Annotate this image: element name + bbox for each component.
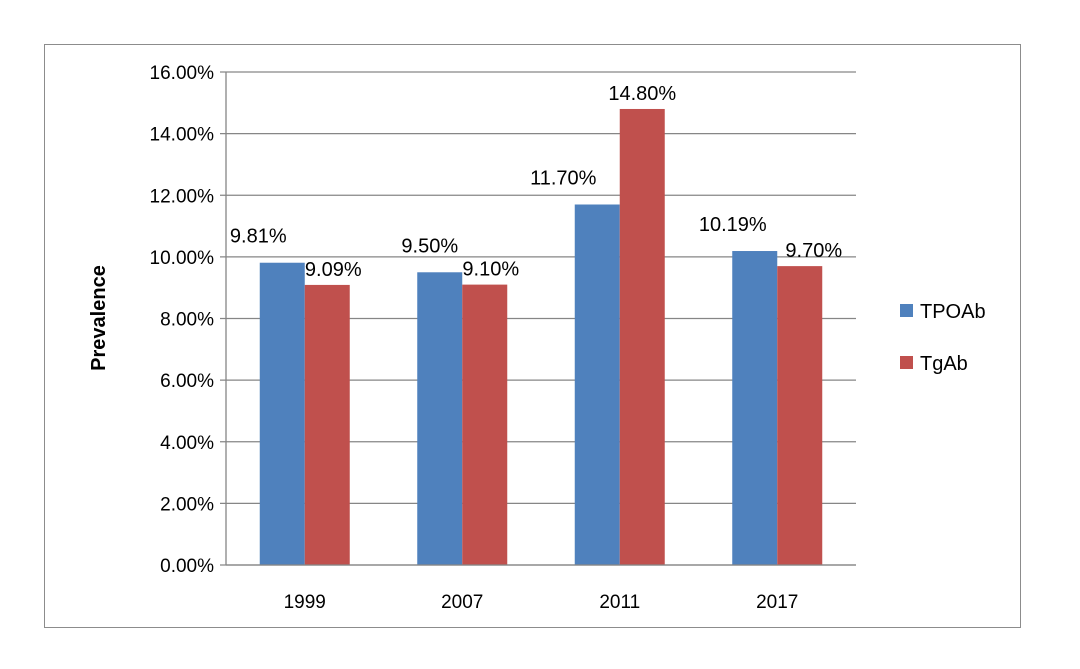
legend-swatch-tgab xyxy=(900,356,913,369)
tgab-bar-1999 xyxy=(304,284,350,565)
x-tick-label: 2007 xyxy=(441,592,483,613)
data-label: 9.09% xyxy=(305,259,362,281)
data-label: 14.80% xyxy=(608,83,676,105)
tpoab-bar-2011 xyxy=(574,204,620,565)
data-labels: 9.81% 9.09% 9.50%9.10% 11.70% 14.80% 10.19% 9.… xyxy=(230,83,842,281)
y-tick-label: 16.00% xyxy=(150,63,215,84)
legend-swatch-tpoab xyxy=(900,304,913,317)
chart-frame xyxy=(44,44,1021,628)
y-tick-label: 2.00% xyxy=(160,494,214,515)
bars xyxy=(259,108,823,565)
y-axis-title: Prevalence xyxy=(88,265,110,371)
x-axis-tick-labels: 1999 2007 2011 2017 xyxy=(284,592,799,613)
data-label: 9.50% xyxy=(401,235,458,257)
y-tick-label: 8.00% xyxy=(160,310,214,331)
y-tick-label: 0.00% xyxy=(160,556,214,577)
x-tick-label: 1999 xyxy=(284,592,326,613)
data-label: 9.10% xyxy=(462,259,519,281)
x-tick-label: 2011 xyxy=(599,592,640,613)
y-tick-label: 4.00% xyxy=(160,433,214,454)
data-label: 11.70% xyxy=(530,167,597,189)
tgab-bar-2017 xyxy=(777,266,823,565)
tpoab-bar-2017 xyxy=(732,251,778,565)
legend-label: TgAb xyxy=(920,353,968,375)
tgab-bar-2011 xyxy=(619,108,665,565)
y-axis-tick-labels: 0.00% 2.00% 4.00% 6.00% 8.00% 10.00% 12.00% 14.… xyxy=(150,63,215,577)
x-tick-label: 2017 xyxy=(756,592,798,613)
y-tick-label: 12.00% xyxy=(150,186,215,207)
data-label: 9.70% xyxy=(785,240,842,262)
data-label: 10.19% xyxy=(699,214,767,236)
legend: TPOAb TgAb xyxy=(900,301,986,375)
y-tick-label: 14.00% xyxy=(150,125,215,146)
tpoab-bar-1999 xyxy=(259,262,305,565)
data-label: 9.81% xyxy=(230,226,287,248)
y-tick-label: 10.00% xyxy=(150,248,215,269)
legend-label: TPOAb xyxy=(920,301,986,323)
tpoab-bar-2007 xyxy=(417,272,463,565)
y-tick-label: 6.00% xyxy=(160,371,214,392)
tgab-bar-2007 xyxy=(462,284,508,565)
